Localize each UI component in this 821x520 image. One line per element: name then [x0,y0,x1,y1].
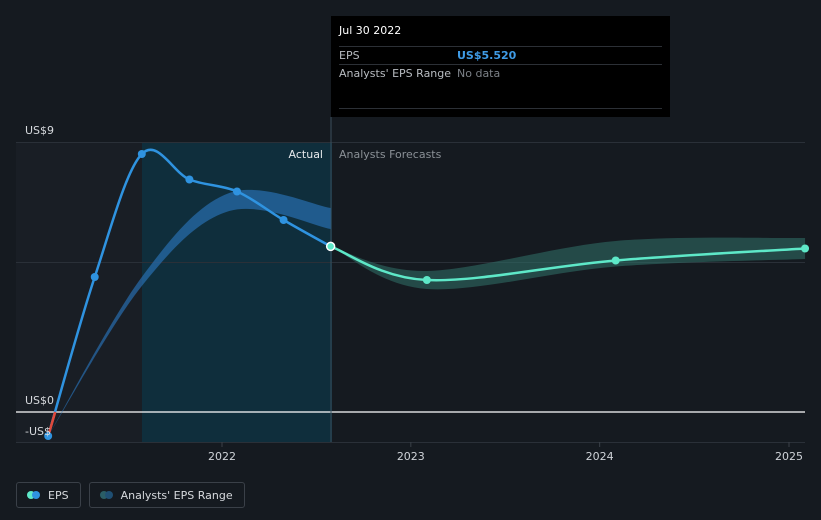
legend-range-toggle[interactable]: Analysts' EPS Range [88,482,245,508]
x-tick-label: 2023 [397,450,425,463]
chart-legend: EPS Analysts' EPS Range [16,482,245,508]
legend-range-label: Analysts' EPS Range [120,488,233,502]
hover-tooltip: Jul 30 2022 EPS US$5.520 Analysts' EPS R… [331,16,670,117]
eps-forecast-line [329,245,807,282]
range-swatch-icon [99,491,113,499]
legend-eps-label: EPS [48,488,69,502]
actual-region-label: Actual [289,148,323,161]
tooltip-row-range: Analysts' EPS Range No data [339,64,662,82]
y-label-zero: US$0 [25,394,54,407]
forecast-region-label: Analysts Forecasts [339,148,442,161]
eps-actual-point [233,187,242,196]
legend-eps-toggle[interactable]: EPS [16,482,81,508]
eps-actual-point [90,273,99,281]
y-label-negative: -US$ [25,425,51,438]
y-label-top: US$9 [25,124,54,137]
eps-actual-point [137,150,146,158]
eps-negative-segment [46,411,57,437]
eps-actual-point [185,175,194,184]
eps-swatch-icon [27,491,40,499]
forecast-range-band [330,237,806,290]
tooltip-eps-label: EPS [339,49,360,62]
eps-actual-point [44,432,53,440]
eps-forecast-point [422,276,431,284]
tooltip-date: Jul 30 2022 [339,24,402,37]
x-tick-label: 2025 [775,450,803,463]
tooltip-eps-value: US$5.520 [457,49,517,62]
eps-actual-point [279,216,288,224]
eps-forecast-point [611,256,620,265]
past-estimate-band [48,189,331,436]
actual-region-highlight [142,142,332,442]
actual-region-shade [16,142,142,442]
eps-actual-point [325,241,336,252]
tooltip-range-label: Analysts' EPS Range [339,67,452,80]
tooltip-range-value: No data [457,67,501,80]
tooltip-divider [339,108,662,109]
eps-actual-line [46,148,332,438]
eps-forecast-point [801,244,810,253]
x-tick-label: 2022 [208,450,236,463]
x-tick-label: 2024 [586,450,614,463]
tooltip-row-eps: EPS US$5.520 [339,46,662,64]
